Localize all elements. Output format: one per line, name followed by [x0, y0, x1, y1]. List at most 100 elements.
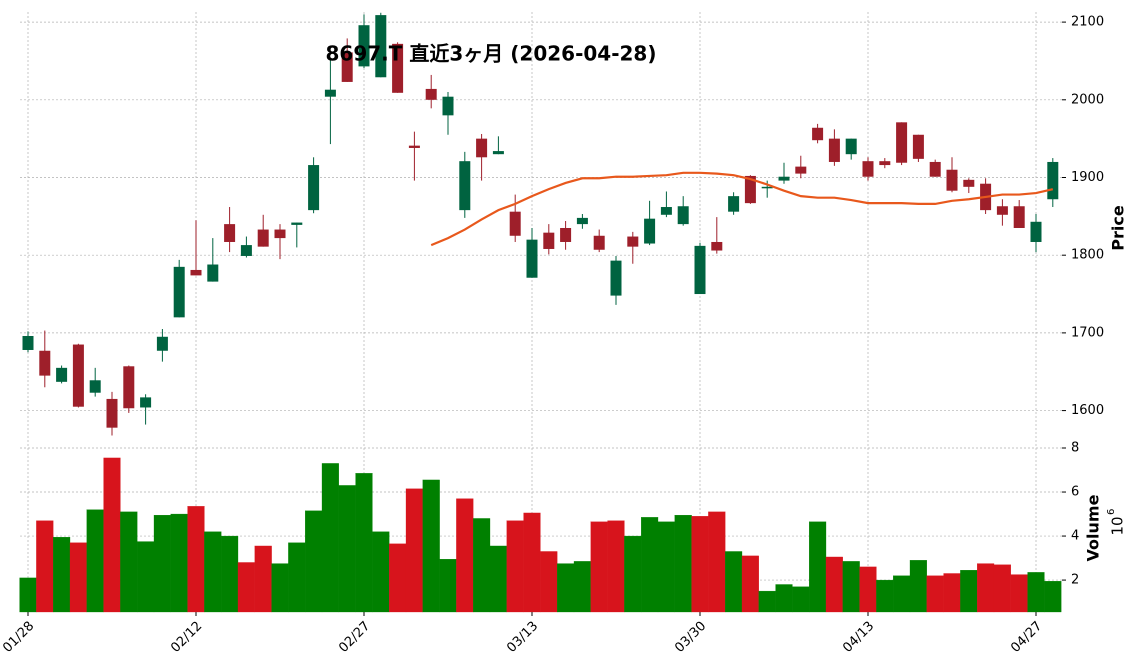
- volume-bar: [137, 541, 155, 613]
- candle-body: [509, 211, 521, 236]
- moving-average: [430, 171, 1054, 247]
- volume-bar: [993, 564, 1011, 613]
- candle-body: [22, 335, 34, 350]
- volume-bar: [271, 563, 289, 613]
- candle-body: [812, 127, 824, 141]
- volume-bar: [473, 518, 491, 613]
- candle-body: [358, 25, 370, 67]
- candle-body: [677, 206, 689, 225]
- candle-body: [392, 43, 404, 93]
- volume-bar: [775, 584, 793, 613]
- volume-bar: [170, 513, 188, 613]
- volume-bar: [674, 514, 692, 613]
- candle-body: [140, 397, 152, 408]
- volume-bar: [439, 559, 457, 613]
- candle-body: [963, 179, 975, 187]
- volume-bar: [825, 556, 843, 613]
- candle-body: [744, 175, 756, 204]
- y-tick-label: 1600: [1071, 403, 1104, 418]
- volume-bar: [657, 521, 675, 613]
- candle-body: [425, 88, 437, 100]
- candle-body: [1047, 161, 1059, 200]
- candle-body: [308, 165, 320, 211]
- x-tick-label: 02/12: [168, 619, 205, 656]
- volume-bar: [506, 520, 524, 613]
- candle-body: [173, 266, 185, 318]
- candle-body: [291, 222, 303, 225]
- candle-body: [224, 224, 236, 242]
- candle-body: [106, 398, 118, 428]
- volume-bar: [859, 566, 877, 613]
- y-tick-label: 6: [1071, 485, 1079, 500]
- candle-body: [341, 52, 353, 82]
- candle-body: [996, 206, 1008, 215]
- volume-bar: [960, 570, 978, 613]
- volume-bar: [489, 545, 507, 613]
- volume-bar: [1027, 572, 1045, 613]
- volume-bar: [422, 479, 440, 613]
- volume-bar: [1010, 574, 1028, 613]
- y-tick-label: 2000: [1071, 92, 1104, 107]
- volume-bar: [641, 517, 659, 613]
- volume-bar: [305, 510, 323, 613]
- x-tick-label: 01/28: [0, 619, 37, 656]
- candle-body: [1030, 221, 1042, 242]
- volume-bar: [691, 516, 709, 613]
- candle-body: [375, 15, 387, 78]
- volume-offset: 10 6: [1106, 509, 1127, 536]
- candle-body: [711, 241, 723, 251]
- volume-bar: [758, 590, 776, 613]
- candle-body: [543, 232, 555, 249]
- volume-bar: [842, 561, 860, 613]
- candle-body: [274, 229, 286, 239]
- candle-body: [912, 134, 924, 159]
- candle-body: [476, 138, 488, 158]
- volume-bar: [741, 555, 759, 613]
- volume-bar: [607, 520, 625, 613]
- volume-bar: [187, 506, 205, 613]
- volume-bar: [809, 521, 827, 613]
- candle-body: [778, 176, 790, 181]
- volume-bar: [876, 579, 894, 613]
- volume-bar: [69, 542, 87, 613]
- volume-bar: [321, 463, 339, 613]
- candle-body: [828, 138, 840, 162]
- volume-bar: [36, 520, 54, 613]
- volume-bar: [708, 511, 726, 613]
- x-tick-label: 02/27: [336, 619, 373, 656]
- volume-bar: [19, 577, 37, 613]
- volume-bar: [288, 542, 306, 613]
- candle-body: [694, 245, 706, 295]
- y-axis-label: Price: [1109, 205, 1128, 251]
- candle-body: [240, 245, 252, 256]
- y-tick-label: 1700: [1071, 325, 1104, 340]
- x-tick-label: 03/13: [504, 619, 541, 656]
- candle-body: [560, 227, 572, 242]
- candle-body: [576, 217, 588, 225]
- volume-bar: [355, 473, 373, 613]
- volume-bar: [221, 535, 239, 613]
- y-tick-label: 8: [1071, 441, 1079, 456]
- y-tick-label: 1900: [1071, 170, 1104, 185]
- volume-bar: [725, 551, 743, 613]
- volume-bar: [573, 561, 591, 613]
- candle-body: [627, 236, 639, 247]
- volume-bar: [893, 575, 911, 613]
- chart-title: 8697.T 直近3ヶ月 (2026-04-28): [326, 42, 657, 66]
- volume-bar: [372, 531, 390, 613]
- volume-bar: [977, 563, 995, 613]
- y-tick-label: 1800: [1071, 248, 1104, 263]
- candle-body: [1013, 206, 1025, 228]
- volume-bar: [540, 551, 558, 613]
- candle-body: [123, 366, 135, 409]
- volume-bar: [926, 575, 944, 613]
- candle-body: [257, 229, 269, 247]
- volume-bar: [1044, 581, 1062, 613]
- candle-body: [728, 196, 740, 212]
- candle-body: [761, 186, 773, 189]
- candle-body: [207, 264, 219, 282]
- volume-bar: [389, 543, 407, 613]
- candle-body: [39, 350, 51, 376]
- candle-body: [72, 344, 84, 407]
- volume-bar: [624, 535, 642, 613]
